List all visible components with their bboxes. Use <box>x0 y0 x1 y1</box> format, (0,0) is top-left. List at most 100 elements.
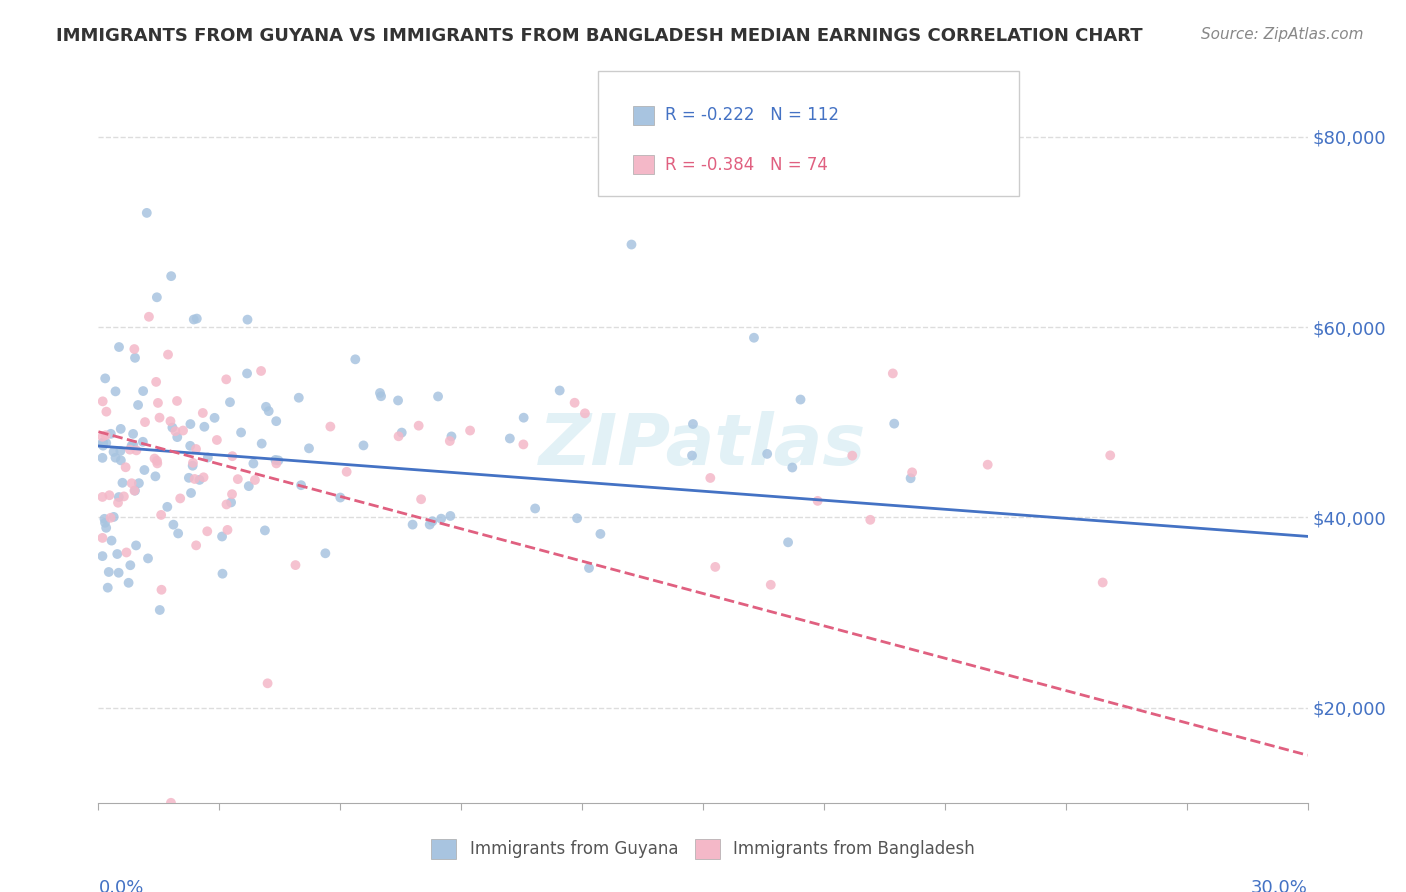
Point <box>238 479 260 493</box>
Point <box>93 512 115 526</box>
Point <box>217 523 239 537</box>
Point <box>257 404 280 418</box>
Point <box>186 311 208 326</box>
Point <box>564 396 586 410</box>
Point <box>243 473 266 487</box>
Point <box>124 483 146 498</box>
Point <box>91 490 114 504</box>
Point <box>742 331 765 345</box>
Point <box>127 398 149 412</box>
Point <box>146 454 169 468</box>
Point <box>620 237 643 252</box>
Point <box>188 473 211 487</box>
Point <box>94 516 117 530</box>
Point <box>172 424 194 438</box>
Point <box>91 450 114 465</box>
Point <box>419 517 441 532</box>
Point <box>103 509 125 524</box>
Point <box>146 457 169 471</box>
Point <box>266 457 288 471</box>
Point <box>288 391 311 405</box>
Point <box>193 419 215 434</box>
Point <box>298 442 321 456</box>
Point <box>778 535 800 549</box>
Point <box>589 527 612 541</box>
Point <box>97 581 120 595</box>
Point <box>177 471 200 485</box>
Point <box>195 524 218 539</box>
Point <box>124 351 146 365</box>
Point <box>97 565 120 579</box>
Point <box>430 511 453 525</box>
Point <box>148 410 170 425</box>
Point <box>91 549 114 563</box>
Point <box>128 476 150 491</box>
Point <box>91 436 114 450</box>
Point <box>179 417 201 431</box>
Point <box>574 406 596 420</box>
Point <box>166 430 188 444</box>
Point <box>1099 449 1122 463</box>
Point <box>105 547 128 561</box>
Point <box>336 465 359 479</box>
Point <box>98 488 121 502</box>
Point <box>236 312 259 326</box>
Point <box>184 442 207 456</box>
Point <box>512 410 534 425</box>
Point <box>94 371 117 385</box>
Point <box>756 447 779 461</box>
Point <box>94 428 117 442</box>
Point <box>236 367 259 381</box>
Point <box>427 389 450 403</box>
Point <box>458 424 481 438</box>
Point <box>96 436 118 450</box>
Point <box>111 475 134 490</box>
Point <box>789 392 811 407</box>
Text: 30.0%: 30.0% <box>1251 879 1308 892</box>
Point <box>440 429 463 443</box>
Point <box>122 438 145 452</box>
Point <box>900 471 922 485</box>
Point <box>699 471 721 485</box>
Point <box>118 442 141 457</box>
Point <box>882 367 904 381</box>
Point <box>169 491 191 506</box>
Point <box>156 500 179 514</box>
Point <box>253 524 276 538</box>
Point <box>439 434 461 448</box>
Point <box>180 486 202 500</box>
Point <box>368 386 391 401</box>
Point <box>117 575 139 590</box>
Point <box>229 425 252 440</box>
Point <box>91 439 114 453</box>
Point <box>782 460 804 475</box>
Point <box>107 566 129 580</box>
Point <box>124 483 146 498</box>
Point <box>219 395 242 409</box>
Text: IMMIGRANTS FROM GUYANA VS IMMIGRANTS FROM BANGLADESH MEDIAN EARNINGS CORRELATION: IMMIGRANTS FROM GUYANA VS IMMIGRANTS FRO… <box>56 27 1143 45</box>
Text: R = -0.222   N = 112: R = -0.222 N = 112 <box>665 106 839 124</box>
Point <box>242 457 264 471</box>
Point <box>145 375 167 389</box>
Point <box>353 438 375 452</box>
Point <box>159 414 181 428</box>
Point <box>841 449 863 463</box>
Point <box>167 526 190 541</box>
Text: Source: ZipAtlas.com: Source: ZipAtlas.com <box>1201 27 1364 42</box>
Point <box>183 472 205 486</box>
Point <box>91 531 114 545</box>
Point <box>422 514 444 528</box>
Point <box>219 495 242 509</box>
Point <box>387 393 409 408</box>
Point <box>100 533 122 548</box>
Point <box>160 796 183 810</box>
Point <box>211 566 233 581</box>
Point <box>96 404 118 418</box>
Point <box>859 513 882 527</box>
Point <box>110 453 132 467</box>
Legend: Immigrants from Guyana, Immigrants from Bangladesh: Immigrants from Guyana, Immigrants from … <box>425 832 981 866</box>
Point <box>160 269 183 284</box>
Point <box>121 476 143 491</box>
Point <box>578 561 600 575</box>
Point <box>204 410 226 425</box>
